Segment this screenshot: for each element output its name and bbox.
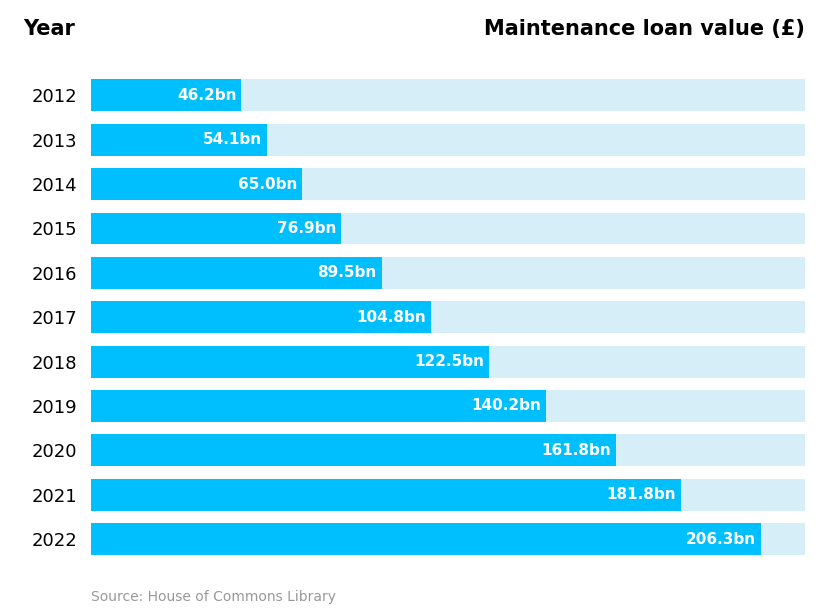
Text: 54.1bn: 54.1bn bbox=[203, 132, 262, 147]
Bar bbox=[91, 523, 760, 555]
Text: 76.9bn: 76.9bn bbox=[276, 221, 336, 236]
Bar bbox=[91, 390, 546, 422]
Text: Source: House of Commons Library: Source: House of Commons Library bbox=[91, 590, 336, 604]
Text: 122.5bn: 122.5bn bbox=[414, 354, 484, 369]
Text: 104.8bn: 104.8bn bbox=[357, 310, 427, 325]
Text: Maintenance loan value (£): Maintenance loan value (£) bbox=[484, 19, 805, 39]
Bar bbox=[91, 301, 805, 333]
Bar bbox=[91, 346, 489, 378]
Bar bbox=[91, 212, 341, 245]
Bar bbox=[91, 168, 805, 200]
Text: 181.8bn: 181.8bn bbox=[607, 487, 676, 502]
Bar bbox=[91, 434, 616, 466]
Bar bbox=[91, 168, 302, 200]
Bar bbox=[91, 79, 242, 112]
Bar bbox=[91, 346, 805, 378]
Bar bbox=[91, 523, 805, 555]
Text: 206.3bn: 206.3bn bbox=[686, 531, 756, 547]
Text: 161.8bn: 161.8bn bbox=[542, 443, 612, 458]
Bar bbox=[91, 212, 805, 245]
Bar bbox=[91, 390, 805, 422]
Bar bbox=[91, 479, 681, 511]
Bar bbox=[91, 79, 805, 112]
Text: Year: Year bbox=[23, 19, 76, 39]
Bar bbox=[91, 479, 805, 511]
Text: 65.0bn: 65.0bn bbox=[238, 177, 297, 192]
Bar bbox=[91, 434, 805, 466]
Text: 46.2bn: 46.2bn bbox=[177, 88, 237, 103]
Bar bbox=[91, 301, 432, 333]
Bar bbox=[91, 124, 266, 156]
Text: 89.5bn: 89.5bn bbox=[318, 265, 377, 281]
Text: 140.2bn: 140.2bn bbox=[471, 398, 541, 414]
Bar bbox=[91, 257, 805, 289]
Bar bbox=[91, 124, 805, 156]
Bar bbox=[91, 257, 382, 289]
